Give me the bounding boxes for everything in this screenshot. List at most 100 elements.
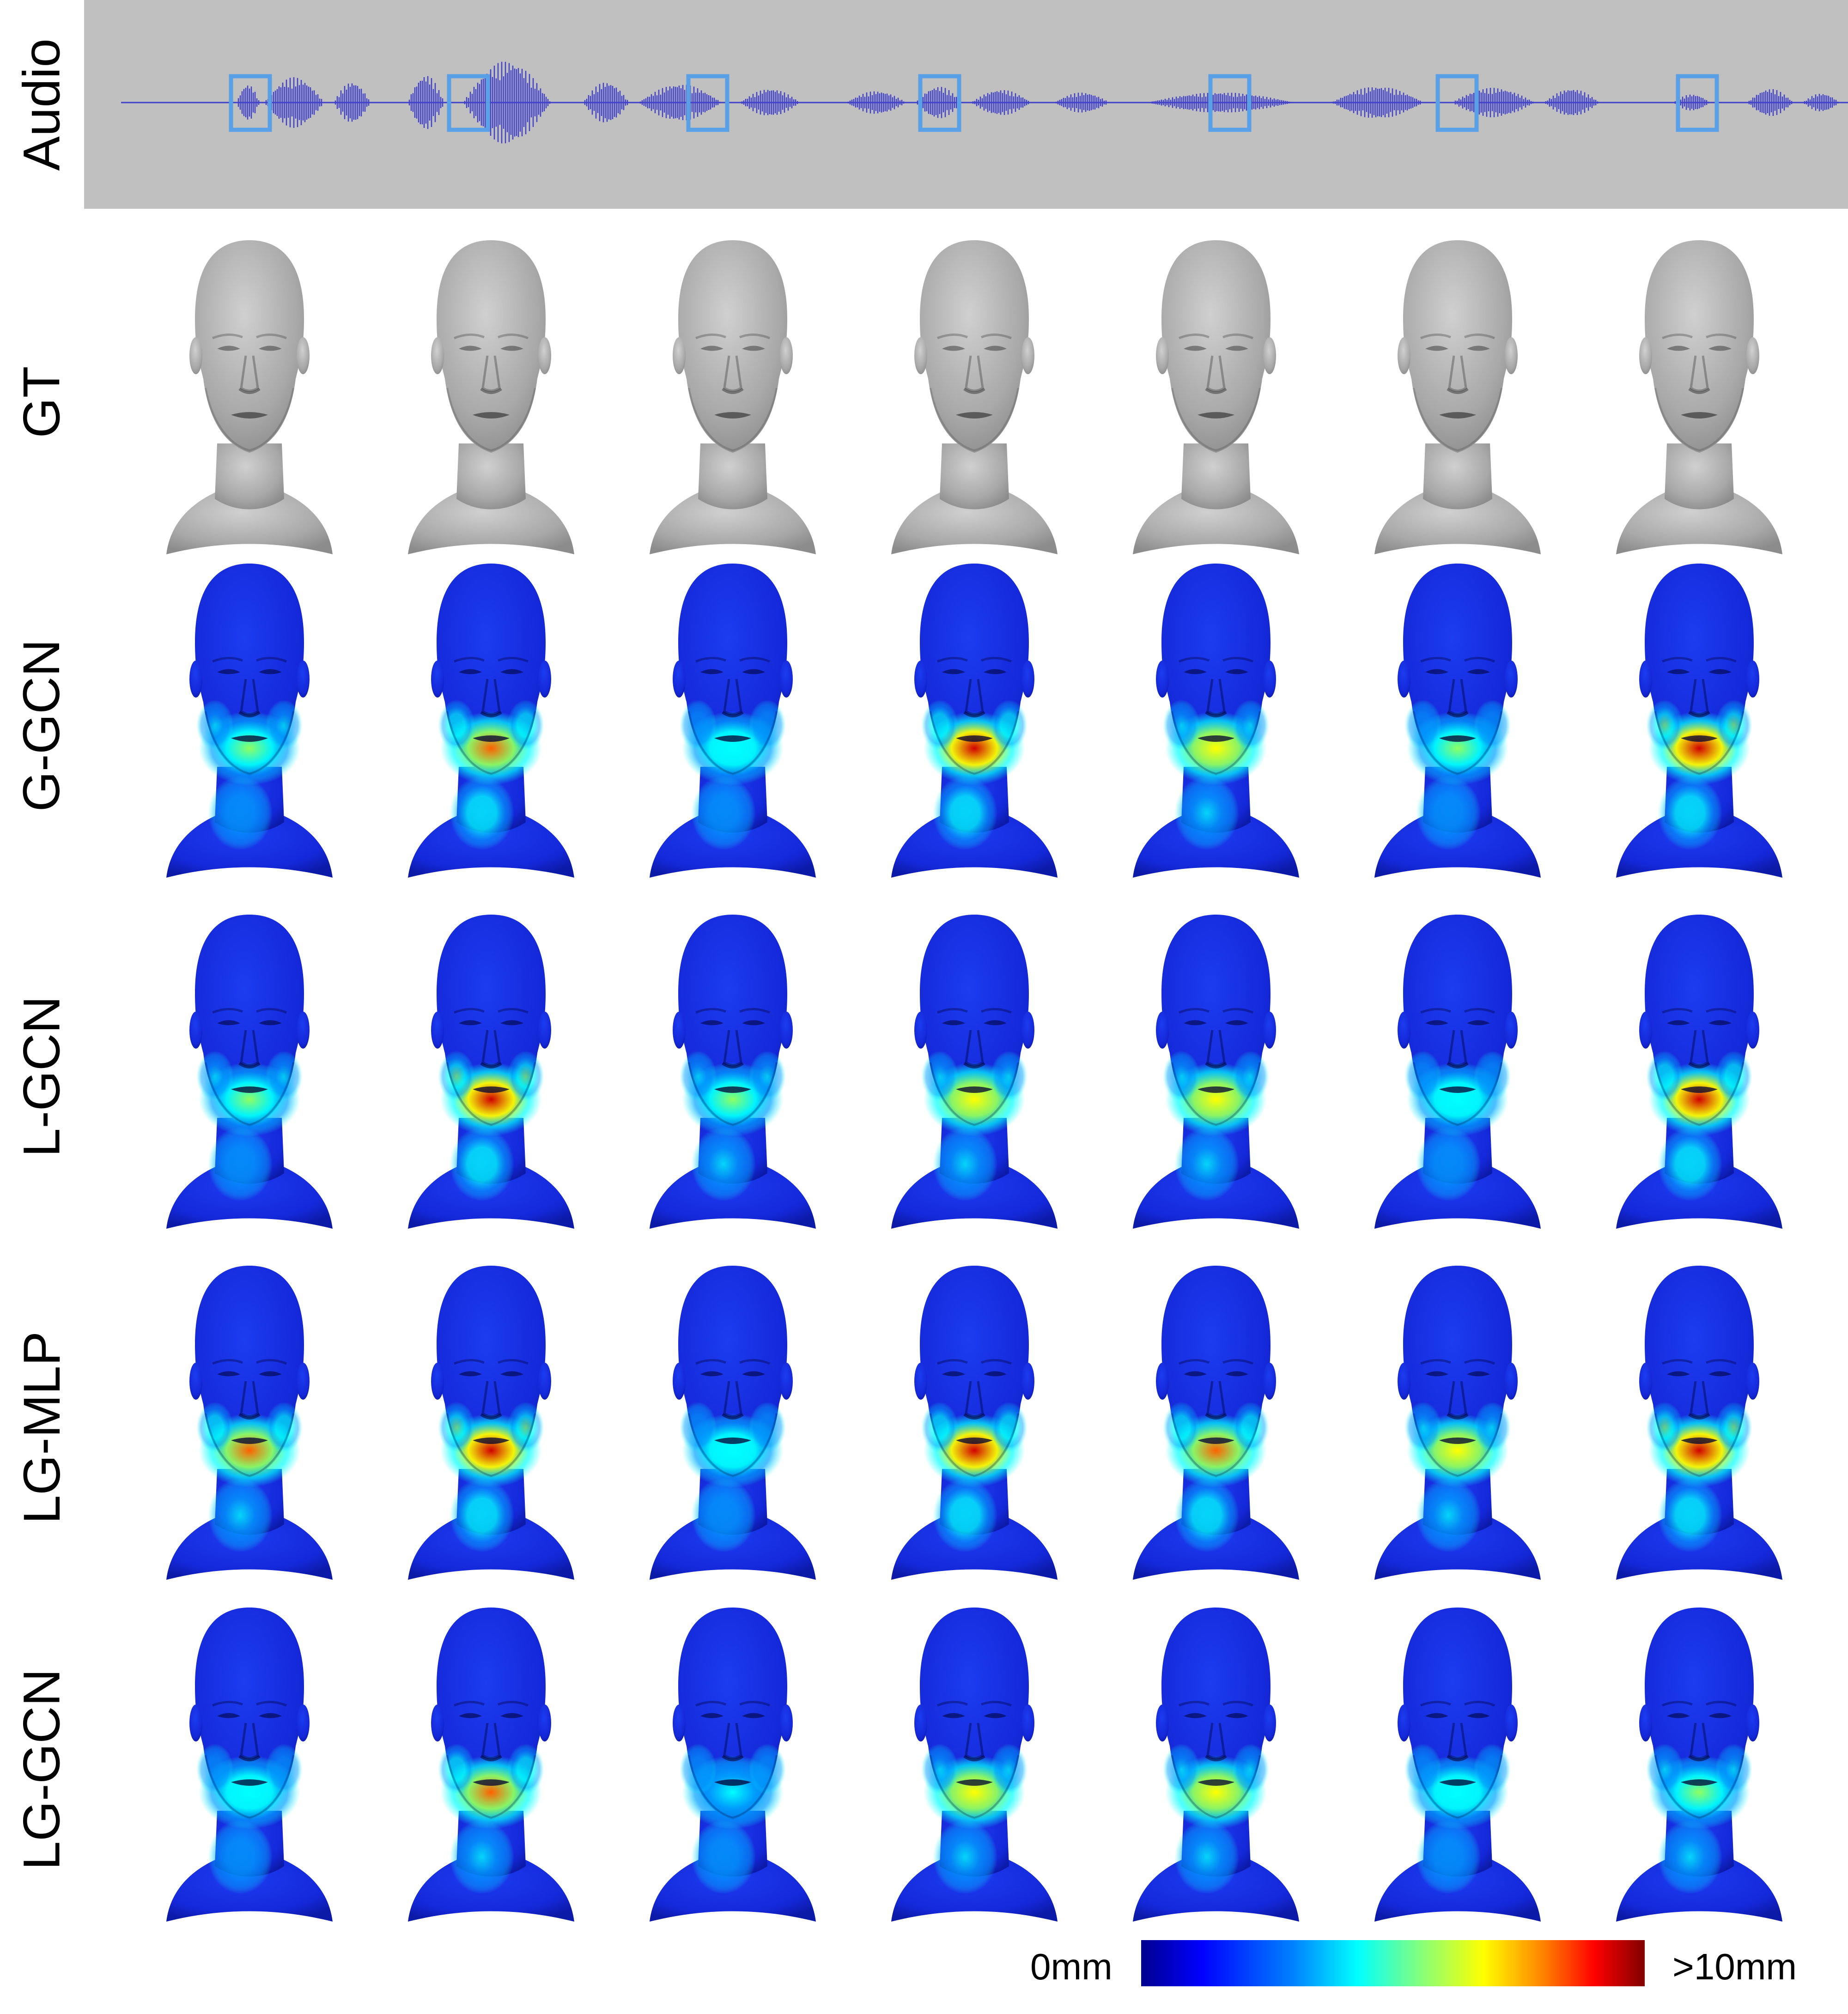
nose-shape bbox=[481, 355, 501, 392]
mouth-shape bbox=[231, 735, 268, 742]
error-heatmap-head bbox=[891, 915, 1058, 1229]
mouth-shape bbox=[1681, 1438, 1718, 1444]
ear-shape bbox=[673, 1705, 686, 1741]
ear-shape bbox=[1746, 661, 1759, 698]
nose-shape bbox=[1690, 1723, 1709, 1759]
mouth-shape bbox=[231, 1438, 268, 1444]
ear-shape bbox=[1263, 1012, 1276, 1049]
error-heatmap-head bbox=[166, 1608, 333, 1922]
nose-shape bbox=[1448, 355, 1467, 392]
nose-shape bbox=[481, 1030, 501, 1067]
ear-shape bbox=[1398, 337, 1410, 374]
nose-shape bbox=[1690, 1381, 1709, 1418]
error-heatmap-head bbox=[408, 1266, 574, 1580]
ear-shape bbox=[1263, 661, 1276, 698]
eye-shape bbox=[984, 1020, 1007, 1025]
eye-shape bbox=[259, 1020, 282, 1025]
colorbar-max-label: >10mm bbox=[1672, 1946, 1797, 1987]
eye-shape bbox=[1225, 1713, 1248, 1718]
eye-shape bbox=[1225, 669, 1248, 674]
eye-shape bbox=[1425, 669, 1448, 674]
eye-shape bbox=[984, 1371, 1007, 1377]
mouth-shape bbox=[1198, 1438, 1234, 1444]
ear-shape bbox=[914, 661, 927, 698]
eye-shape bbox=[500, 1713, 523, 1718]
ear-shape bbox=[673, 661, 686, 698]
ear-shape bbox=[189, 1363, 202, 1400]
head-shape bbox=[1161, 240, 1270, 453]
eye-shape bbox=[1667, 669, 1690, 674]
row-label-gt: GT bbox=[12, 366, 71, 438]
ear-shape bbox=[673, 1012, 686, 1049]
nose-shape bbox=[481, 1381, 501, 1418]
eye-shape bbox=[984, 346, 1007, 351]
mouth-shape bbox=[956, 1779, 993, 1786]
eye-shape bbox=[459, 1371, 482, 1377]
error-heatmap-head bbox=[166, 915, 333, 1229]
ear-shape bbox=[189, 1705, 202, 1741]
mouth-shape bbox=[956, 1438, 993, 1444]
mouth-shape bbox=[1439, 1086, 1476, 1093]
ear-shape bbox=[1156, 1363, 1169, 1400]
audio-frame-marker bbox=[686, 74, 729, 132]
error-heatmap-head bbox=[408, 915, 574, 1229]
ear-shape bbox=[1746, 1363, 1759, 1400]
head-shape bbox=[678, 240, 787, 453]
eye-shape bbox=[1184, 1713, 1207, 1718]
ear-shape bbox=[1021, 1363, 1034, 1400]
eye-shape bbox=[1225, 346, 1248, 351]
gt-head-mesh bbox=[408, 240, 574, 554]
eye-shape bbox=[217, 1713, 240, 1718]
nose-shape bbox=[240, 1381, 259, 1418]
heads-row-l-gcn bbox=[139, 915, 1820, 1238]
error-heatmap-head bbox=[650, 1608, 816, 1922]
ear-shape bbox=[1156, 1705, 1169, 1741]
error-heatmap-head bbox=[1616, 1266, 1782, 1580]
ear-shape bbox=[914, 337, 927, 374]
nose-shape bbox=[965, 1381, 984, 1418]
ear-shape bbox=[1021, 1705, 1034, 1741]
eye-shape bbox=[1708, 346, 1732, 351]
audio-frame-marker bbox=[229, 74, 272, 132]
ear-shape bbox=[1746, 1012, 1759, 1049]
eye-shape bbox=[742, 1713, 765, 1718]
eye-shape bbox=[1708, 1371, 1732, 1377]
nose-shape bbox=[965, 679, 984, 716]
error-heatmap-head bbox=[650, 564, 816, 878]
mouth-shape bbox=[473, 412, 510, 419]
eye-shape bbox=[742, 669, 765, 674]
head-shape bbox=[437, 240, 546, 453]
ear-shape bbox=[1505, 661, 1518, 698]
mouth-shape bbox=[473, 735, 510, 742]
nose-shape bbox=[723, 355, 742, 392]
ear-shape bbox=[1398, 661, 1410, 698]
eye-shape bbox=[1184, 669, 1207, 674]
eye-shape bbox=[217, 669, 240, 674]
error-heatmap-head bbox=[1374, 915, 1541, 1229]
ear-shape bbox=[1021, 661, 1034, 698]
error-heatmap-head bbox=[650, 915, 816, 1229]
eye-shape bbox=[1467, 1020, 1490, 1025]
ear-shape bbox=[780, 1363, 793, 1400]
eye-shape bbox=[1184, 1020, 1207, 1025]
row-label-lg-mlp: LG-MLP bbox=[12, 1331, 71, 1524]
ear-shape bbox=[1021, 337, 1034, 374]
heads-row-lg-mlp bbox=[139, 1266, 1820, 1589]
nose-shape bbox=[965, 1030, 984, 1067]
colorbar-legend: 0mm >10mm bbox=[1016, 1935, 1848, 2005]
ear-shape bbox=[780, 1012, 793, 1049]
error-heatmap-head bbox=[166, 564, 333, 878]
eye-shape bbox=[942, 346, 965, 351]
bust-shape bbox=[1133, 490, 1299, 554]
mouth-shape bbox=[1681, 1779, 1718, 1786]
ear-shape bbox=[297, 1012, 310, 1049]
gt-head-mesh bbox=[166, 240, 333, 554]
mouth-shape bbox=[1439, 1438, 1476, 1444]
ear-shape bbox=[1021, 1012, 1034, 1049]
mouth-shape bbox=[473, 1438, 510, 1444]
eye-shape bbox=[700, 1020, 723, 1025]
neck-shape bbox=[1665, 443, 1734, 510]
error-heatmap-head bbox=[1616, 1608, 1782, 1922]
mouth-shape bbox=[231, 1086, 268, 1093]
neck-shape bbox=[215, 443, 284, 510]
